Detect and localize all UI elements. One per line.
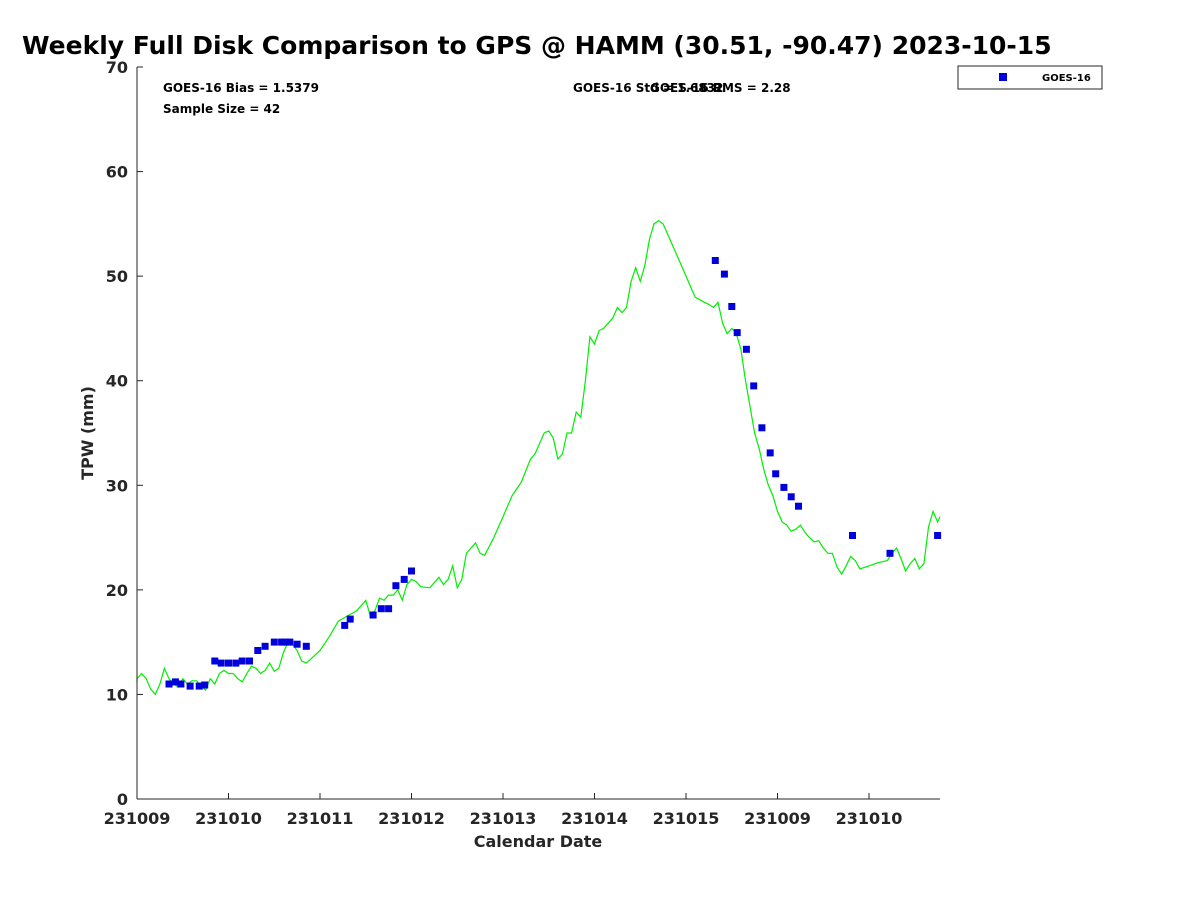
x-tick-label: 231012 <box>378 809 445 828</box>
legend-box <box>957 65 1103 90</box>
goes16-point <box>238 657 246 665</box>
gps-series-line <box>136 219 941 696</box>
goes16-point <box>281 638 289 646</box>
goes16-point <box>369 611 377 619</box>
goes16-point <box>165 680 173 688</box>
y-tick-label: 20 <box>106 581 128 600</box>
series-layer <box>136 219 942 696</box>
x-axis-label: Calendar Date <box>474 832 603 851</box>
goes16-point <box>232 659 240 667</box>
y-tick-label: 0 <box>117 790 128 809</box>
rms-annotation: GOES-16 RMS = 2.28 <box>650 81 791 95</box>
goes16-point <box>780 483 788 491</box>
goes16-point <box>171 678 179 686</box>
goes16-point <box>254 647 262 654</box>
goes16-point <box>225 659 232 667</box>
bias-annotation: GOES-16 Bias = 1.5379 <box>163 81 319 95</box>
legend-label-goes16: GOES-16 <box>1042 73 1091 84</box>
x-tick-label: 231010 <box>195 809 262 828</box>
goes16-point <box>392 582 400 590</box>
goes16-point <box>278 638 286 646</box>
goes16-point <box>293 640 301 648</box>
legend: GOES-16 <box>957 65 1103 90</box>
y-tick-label: 60 <box>106 163 128 182</box>
std-annotation: GOES-16 Std = 1.6832 <box>573 81 723 95</box>
goes16-point <box>787 493 795 501</box>
chart-title: Weekly Full Disk Comparison to GPS @ HAM… <box>22 31 1052 60</box>
goes16-point <box>246 657 253 665</box>
goes16-point <box>341 621 349 629</box>
goes16-point <box>377 605 385 613</box>
goes16-point <box>201 681 209 689</box>
goes16-point <box>177 680 185 688</box>
goes16-point <box>302 642 310 650</box>
x-tick-label: 231010 <box>836 809 903 828</box>
ticks-layer: 0 10 20 30 40 50 60 70 231009 231010 231011 231012 2… <box>104 58 903 828</box>
goes16-point <box>385 605 393 613</box>
legend-marker-goes16 <box>999 73 1007 81</box>
y-axis-label: TPW (mm) <box>78 386 97 480</box>
goes16-point <box>261 642 269 650</box>
goes16-point <box>711 257 719 264</box>
y-tick-label: 40 <box>106 372 128 391</box>
goes16-point <box>720 270 728 278</box>
y-tick-label: 10 <box>106 685 128 704</box>
goes16-point <box>795 502 802 510</box>
goes16-point <box>408 567 415 575</box>
x-tick-label: 231009 <box>104 809 171 828</box>
goes16-point <box>886 549 894 557</box>
goes16-point <box>733 329 741 337</box>
y-tick-label: 30 <box>106 476 128 495</box>
goes16-point <box>211 657 219 665</box>
goes16-point <box>186 682 194 690</box>
goes16-point <box>772 470 780 478</box>
goes16-point <box>270 638 278 646</box>
goes16-point <box>195 682 203 690</box>
plot-area: 0 10 20 30 40 50 60 70 231009 231010 231011 231012 2… <box>104 58 942 828</box>
x-tick-label: 231011 <box>287 809 354 828</box>
goes16-point <box>346 615 354 623</box>
x-tick-label: 231014 <box>561 809 628 828</box>
goes16-point <box>750 382 758 390</box>
x-tick-label: 231015 <box>653 809 720 828</box>
sample-size-annotation: Sample Size = 42 <box>163 102 280 116</box>
goes16-point <box>742 345 750 353</box>
goes16-point <box>217 659 225 667</box>
goes16-point <box>286 638 294 646</box>
goes16-point <box>849 532 856 539</box>
y-tick-label: 50 <box>106 267 128 286</box>
goes16-point <box>766 449 774 457</box>
plot-frame <box>137 67 940 799</box>
goes16-point <box>400 575 408 583</box>
goes16-point <box>934 532 942 539</box>
goes16-point <box>758 424 766 432</box>
y-tick-label: 70 <box>106 58 128 77</box>
axes-layer <box>136 67 940 800</box>
x-tick-label: 231009 <box>744 809 811 828</box>
goes16-point <box>728 303 736 310</box>
x-tick-label: 231013 <box>470 809 537 828</box>
